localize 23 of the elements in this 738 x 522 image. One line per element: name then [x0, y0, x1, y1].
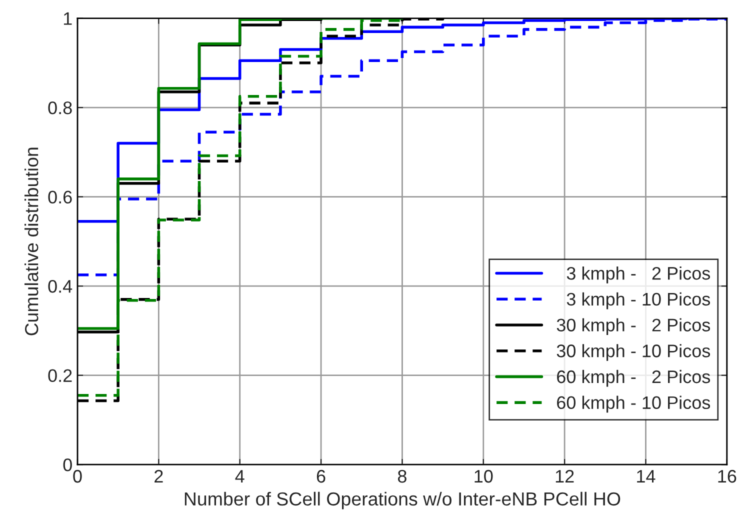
legend-label: 30 kmph - 10 Picos	[556, 344, 710, 361]
legend-label: 3 kmph - 10 Picos	[566, 292, 710, 310]
x-tick-label: 2	[154, 470, 163, 483]
x-tick-label: 12	[556, 470, 574, 483]
x-tick-label: 6	[316, 470, 326, 483]
legend-label: 3 kmph - 2 Picos	[566, 266, 710, 284]
y-tick-label: 0.8	[48, 101, 72, 114]
legend-label: 30 kmph - 2 Picos	[556, 318, 710, 336]
x-tick-label: 4	[235, 470, 244, 483]
x-tick-label: 14	[637, 470, 656, 483]
y-tick-label: 1	[64, 12, 72, 25]
legend-label: 60 kmph - 10 Picos	[557, 396, 710, 413]
y-axis-title: Cumulative distribution	[24, 148, 38, 336]
x-tick-label: 16	[718, 470, 736, 483]
y-tick-label: 0.6	[48, 190, 72, 204]
y-tick-label: 0	[63, 458, 72, 472]
x-axis-title: Number of SCell Operations w/o Inter-eNB PCell HO	[184, 492, 620, 510]
y-tick-label: 0.4	[48, 280, 72, 293]
x-tick-label: 10	[474, 470, 493, 483]
x-tick-label: 8	[398, 470, 406, 483]
legend-label: 60 kmph - 2 Picos	[557, 370, 710, 387]
x-tick-label: 0	[73, 470, 82, 483]
y-tick-label: 0.2	[48, 369, 72, 382]
